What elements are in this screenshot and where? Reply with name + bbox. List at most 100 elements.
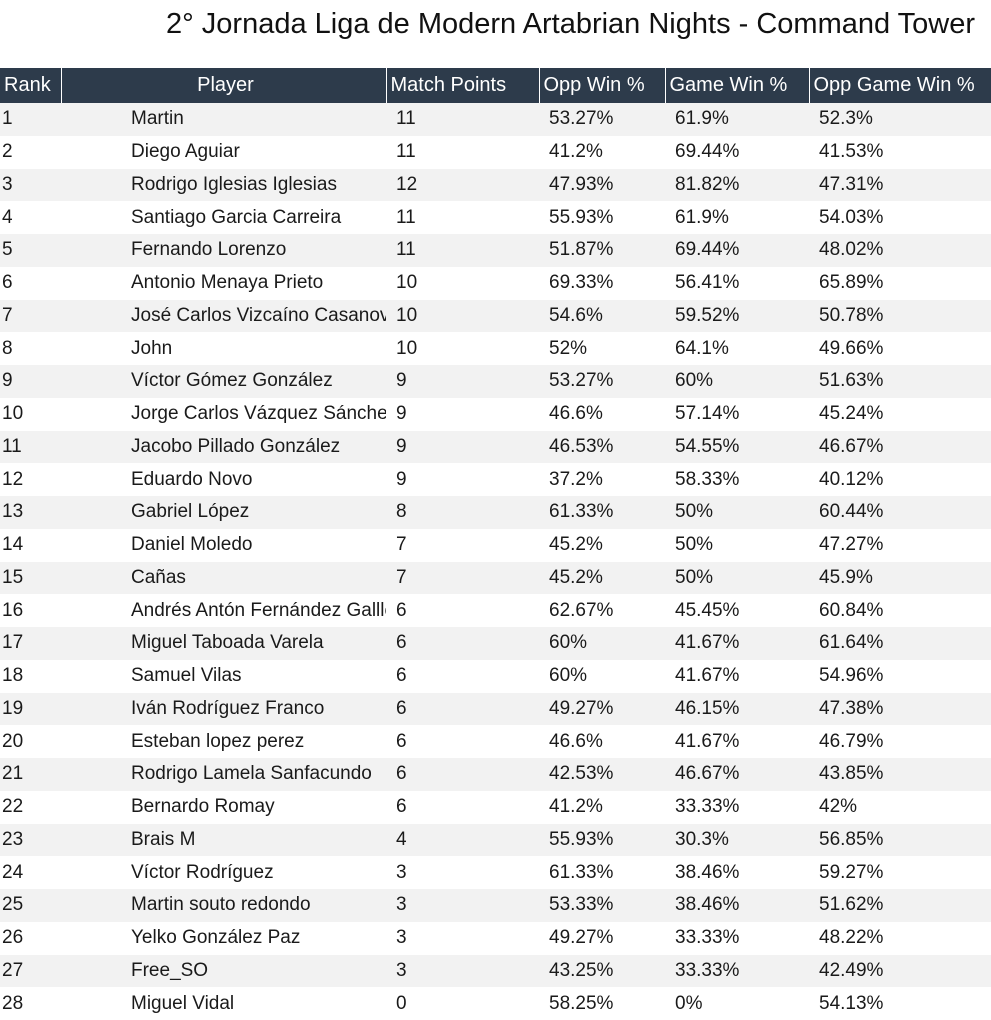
- opp-game-win-cell: 51.62%: [809, 889, 991, 922]
- player-cell: Eduardo Novo: [61, 463, 386, 496]
- column-header-match-points: Match Points: [386, 68, 540, 103]
- opp-game-win-cell: 59.27%: [809, 856, 991, 889]
- rank-cell: 22: [0, 790, 61, 824]
- match-points-cell: 0: [386, 987, 539, 1020]
- match-points-cell: 6: [386, 659, 539, 693]
- rank-cell: 23: [0, 823, 61, 857]
- rank-cell: 24: [0, 856, 61, 889]
- opp-win-cell: 52%: [539, 332, 665, 365]
- opp-game-win-cell: 46.67%: [809, 430, 991, 464]
- game-win-cell: 59.52%: [665, 299, 809, 333]
- game-win-cell: 30.3%: [665, 823, 809, 857]
- opp-win-cell: 49.27%: [539, 692, 665, 726]
- opp-win-cell: 46.6%: [539, 397, 665, 431]
- opp-game-win-cell: 40.12%: [809, 463, 991, 496]
- opp-win-cell: 47.93%: [539, 168, 665, 202]
- player-cell: John: [61, 332, 386, 365]
- player-cell: Diego Aguiar: [61, 135, 386, 169]
- opp-win-cell: 46.53%: [539, 430, 665, 464]
- opp-win-cell: 49.27%: [539, 921, 665, 955]
- rank-cell: 20: [0, 725, 61, 758]
- game-win-cell: 81.82%: [665, 168, 809, 202]
- match-points-cell: 10: [386, 266, 539, 300]
- match-points-cell: 12: [386, 168, 539, 202]
- opp-win-cell: 69.33%: [539, 266, 665, 300]
- table-row: 1 Martin 11 53.27% 61.9% 52.3%: [0, 103, 991, 136]
- game-win-cell: 69.44%: [665, 135, 809, 169]
- table-row: 22 Bernardo Romay 6 41.2% 33.33% 42%: [0, 790, 991, 824]
- player-cell: Gabriel López: [61, 496, 386, 529]
- player-cell: José Carlos Vizcaíno Casanova: [61, 299, 386, 333]
- opp-game-win-cell: 48.02%: [809, 234, 991, 267]
- rank-cell: 10: [0, 397, 61, 431]
- match-points-cell: 9: [386, 463, 539, 496]
- opp-game-win-cell: 42%: [809, 790, 991, 824]
- table-row: 12 Eduardo Novo 9 37.2% 58.33% 40.12%: [0, 463, 991, 496]
- opp-win-cell: 61.33%: [539, 856, 665, 889]
- opp-win-cell: 43.25%: [539, 954, 665, 988]
- rank-cell: 7: [0, 299, 61, 333]
- rank-cell: 1: [0, 103, 61, 136]
- match-points-cell: 11: [386, 103, 539, 136]
- opp-win-cell: 60%: [539, 627, 665, 660]
- rank-cell: 25: [0, 889, 61, 922]
- player-cell: Víctor Gómez González: [61, 365, 386, 398]
- opp-game-win-cell: 45.24%: [809, 397, 991, 431]
- standings-table: Rank Player Match Points Opp Win % Game …: [0, 68, 991, 1020]
- match-points-cell: 6: [386, 790, 539, 824]
- match-points-cell: 9: [386, 430, 539, 464]
- game-win-cell: 50%: [665, 496, 809, 529]
- match-points-cell: 4: [386, 823, 539, 857]
- rank-cell: 16: [0, 594, 61, 627]
- table-header: Rank Player Match Points Opp Win % Game …: [0, 68, 991, 103]
- game-win-cell: 60%: [665, 365, 809, 398]
- game-win-cell: 54.55%: [665, 430, 809, 464]
- column-header-player: Player: [61, 68, 387, 103]
- match-points-cell: 7: [386, 561, 539, 595]
- match-points-cell: 3: [386, 856, 539, 889]
- opp-game-win-cell: 46.79%: [809, 725, 991, 758]
- opp-win-cell: 61.33%: [539, 496, 665, 529]
- game-win-cell: 57.14%: [665, 397, 809, 431]
- player-cell: Samuel Vilas: [61, 659, 386, 693]
- match-points-cell: 3: [386, 954, 539, 988]
- table-row: 7 José Carlos Vizcaíno Casanova 10 54.6% 59.…: [0, 299, 991, 333]
- table-row: 8 John 10 52% 64.1% 49.66%: [0, 332, 991, 365]
- table-row: 17 Miguel Taboada Varela 6 60% 41.67% 61.64%: [0, 627, 991, 660]
- game-win-cell: 41.67%: [665, 659, 809, 693]
- opp-win-cell: 53.27%: [539, 103, 665, 136]
- table-row: 6 Antonio Menaya Prieto 10 69.33% 56.41% 65.8…: [0, 266, 991, 300]
- player-cell: Cañas: [61, 561, 386, 595]
- table-row: 23 Brais M 4 55.93% 30.3% 56.85%: [0, 823, 991, 857]
- game-win-cell: 61.9%: [665, 103, 809, 136]
- player-cell: Víctor Rodríguez: [61, 856, 386, 889]
- opp-win-cell: 45.2%: [539, 528, 665, 562]
- player-cell: Yelko González Paz: [61, 921, 386, 955]
- opp-win-cell: 55.93%: [539, 201, 665, 234]
- player-cell: Martin: [61, 103, 386, 136]
- table-row: 24 Víctor Rodríguez 3 61.33% 38.46% 59.27%: [0, 856, 991, 889]
- column-header-rank: Rank: [0, 68, 62, 103]
- table-row: 3 Rodrigo Iglesias Iglesias 12 47.93% 81.82%…: [0, 168, 991, 202]
- player-cell: Bernardo Romay: [61, 790, 386, 824]
- player-cell: Iván Rodríguez Franco: [61, 692, 386, 726]
- column-header-opp-win: Opp Win %: [539, 68, 666, 103]
- opp-game-win-cell: 48.22%: [809, 921, 991, 955]
- table-row: 28 Miguel Vidal 0 58.25% 0% 54.13%: [0, 987, 991, 1020]
- match-points-cell: 11: [386, 135, 539, 169]
- player-cell: Fernando Lorenzo: [61, 234, 386, 267]
- player-cell: Jorge Carlos Vázquez Sánchez: [61, 397, 386, 431]
- match-points-cell: 6: [386, 725, 539, 758]
- player-cell: Esteban lopez perez: [61, 725, 386, 758]
- opp-game-win-cell: 54.03%: [809, 201, 991, 234]
- opp-game-win-cell: 56.85%: [809, 823, 991, 857]
- match-points-cell: 7: [386, 528, 539, 562]
- player-cell: Free_SO: [61, 954, 386, 988]
- opp-game-win-cell: 51.63%: [809, 365, 991, 398]
- table-row: 18 Samuel Vilas 6 60% 41.67% 54.96%: [0, 659, 991, 693]
- opp-game-win-cell: 41.53%: [809, 135, 991, 169]
- rank-cell: 11: [0, 430, 61, 464]
- opp-win-cell: 54.6%: [539, 299, 665, 333]
- game-win-cell: 46.15%: [665, 692, 809, 726]
